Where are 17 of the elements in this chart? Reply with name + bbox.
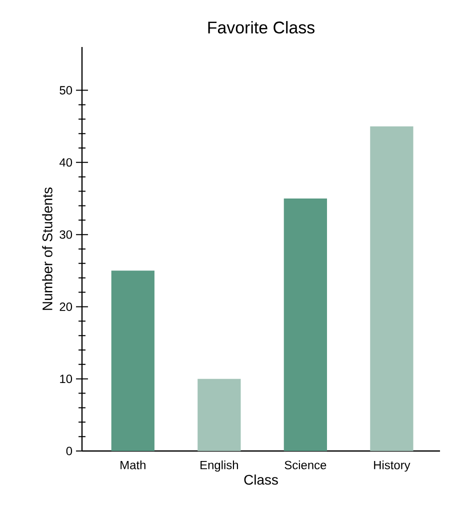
chart-title: Favorite Class [208,21,314,34]
y-tick-label: 20 [60,302,72,311]
bar [370,126,414,451]
y-tick-label: 50 [60,86,72,95]
y-tick-label: 10 [60,374,72,384]
y-tick-label: 30 [60,230,72,239]
bar [198,378,241,451]
y-axis-title: Number of Students [42,188,52,310]
x-tick-label: History [374,460,410,472]
y-tick-label: 40 [59,158,72,167]
y-tick-label: 0 [66,446,72,456]
x-tick-label: English [200,460,238,472]
x-tick-label: Math [120,460,146,470]
x-tick-label: Science [284,460,326,470]
bar [111,270,154,451]
bar [284,198,327,451]
x-axis-title: Class [244,474,278,485]
